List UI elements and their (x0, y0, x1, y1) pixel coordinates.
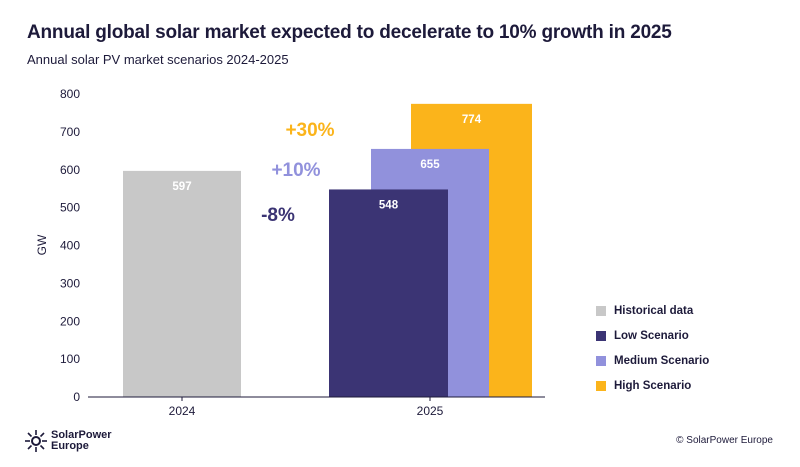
legend-item: Medium Scenario (596, 348, 709, 373)
y-tick-label: 100 (60, 352, 80, 366)
y-tick-label: 700 (60, 125, 80, 139)
legend-label: High Scenario (614, 379, 692, 392)
legend-swatch (596, 355, 606, 366)
logo-line1: SolarPower (51, 429, 112, 441)
y-tick-label: 0 (73, 390, 80, 404)
y-axis-label: GW (35, 234, 49, 255)
y-tick-label: 600 (60, 163, 80, 177)
legend-item: Historical data (596, 298, 709, 323)
legend-swatch (596, 305, 606, 316)
chart-title: Annual global solar market expected to d… (27, 22, 672, 43)
y-tick-label: 500 (60, 201, 80, 215)
growth-annotation: -8% (261, 205, 295, 226)
legend-swatch (596, 330, 606, 341)
legend-label: Low Scenario (614, 329, 689, 342)
x-tick-label: 2024 (169, 404, 196, 418)
data-label: 597 (172, 181, 191, 193)
bar-low-scenario (329, 189, 448, 397)
y-tick-label: 400 (60, 239, 80, 253)
legend-item: High Scenario (596, 373, 709, 398)
x-tick-label: 2025 (417, 404, 444, 418)
logo-line2: Europe (51, 440, 89, 452)
chart-subtitle: Annual solar PV market scenarios 2024-20… (27, 52, 289, 67)
legend-swatch (596, 380, 606, 391)
growth-annotation: +10% (271, 160, 320, 181)
y-tick-label: 800 (60, 87, 80, 101)
data-label: 774 (462, 114, 482, 126)
y-tick-label: 300 (60, 276, 80, 290)
legend-item: Low Scenario (596, 323, 709, 348)
sun-icon (25, 430, 47, 452)
solarpower-europe-logo: SolarPower Europe (25, 430, 112, 452)
growth-annotation: +30% (285, 120, 334, 141)
legend-label: Medium Scenario (614, 354, 710, 367)
bar-historical-data (123, 170, 241, 397)
data-label: 655 (420, 159, 440, 171)
legend: Historical data Low Scenario Medium Scenar… (596, 298, 709, 398)
copyright: © SolarPower Europe (676, 435, 773, 446)
data-label: 548 (379, 199, 399, 211)
y-tick-label: 200 (60, 314, 80, 328)
legend-label: Historical data (614, 304, 694, 317)
